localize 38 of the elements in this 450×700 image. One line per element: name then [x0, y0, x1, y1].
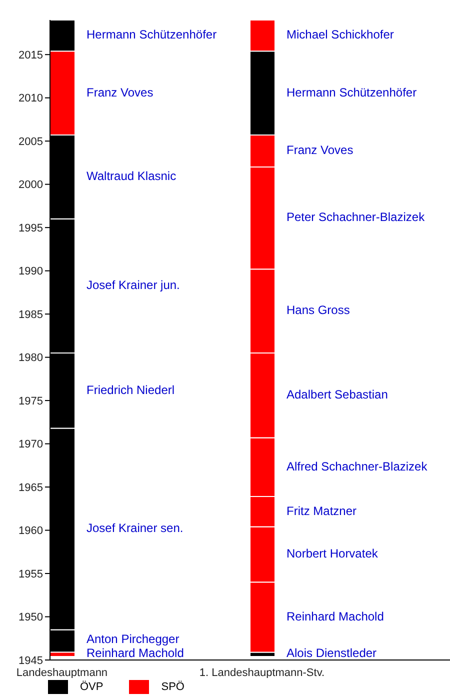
legend-label: SPÖ [161, 681, 184, 693]
y-tick-label: 1945 [18, 654, 43, 667]
annotation: Michael Schickhofer [286, 28, 394, 42]
y-tick-label: 2005 [18, 136, 43, 148]
x-tick-label: Landeshauptmann [16, 666, 108, 679]
annotation: Waltraud Klasnic [86, 169, 176, 184]
x-tick-label: 1. Landeshauptmann-Stv. [199, 666, 325, 679]
annotation: Josef Krainer sen. [86, 521, 184, 536]
y-tick-label: 2010 [18, 92, 43, 105]
y-tick-label: 2000 [18, 179, 43, 192]
annotation: Franz Voves [86, 85, 154, 100]
y-tick-label: 1995 [18, 222, 43, 234]
annotation: Peter Schachner-Blazizek [286, 210, 426, 224]
annotation: Josef Krainer jun. [86, 278, 180, 292]
annotation: Friedrich Niederl [86, 382, 175, 397]
annotation: Franz Voves [286, 143, 354, 158]
annotation: Anton Pirchegger [86, 632, 180, 646]
y-tick-label: 1960 [18, 525, 43, 538]
annotation: Hermann Schützenhöfer [286, 85, 417, 100]
y-tick-label: 1955 [18, 568, 43, 580]
y-tick-label: 1970 [18, 438, 43, 451]
y-tick-label: 2015 [18, 50, 43, 62]
annotation: Alfred Schachner-Blazizek [286, 459, 428, 474]
annotation: Norbert Horvatek [286, 546, 379, 561]
annotation: Alois Dienstleder [286, 646, 377, 660]
annotation: Fritz Matzner [286, 504, 357, 518]
annotation: Reinhard Machold [86, 646, 184, 660]
y-tick-label: 1965 [18, 482, 43, 494]
annotation: Reinhard Machold [286, 609, 384, 624]
y-tick-label: 1990 [18, 266, 43, 278]
y-tick-label: 1975 [18, 395, 43, 408]
y-tick-label: 1985 [18, 308, 43, 321]
annotation: Hermann Schützenhöfer [86, 28, 217, 42]
y-tick-label: 1980 [18, 352, 43, 364]
annotation: Hans Gross [286, 303, 350, 318]
legend-label: ÖVP [80, 681, 104, 693]
annotation: Adalbert Sebastian [286, 388, 388, 402]
y-tick-label: 1950 [18, 612, 43, 624]
